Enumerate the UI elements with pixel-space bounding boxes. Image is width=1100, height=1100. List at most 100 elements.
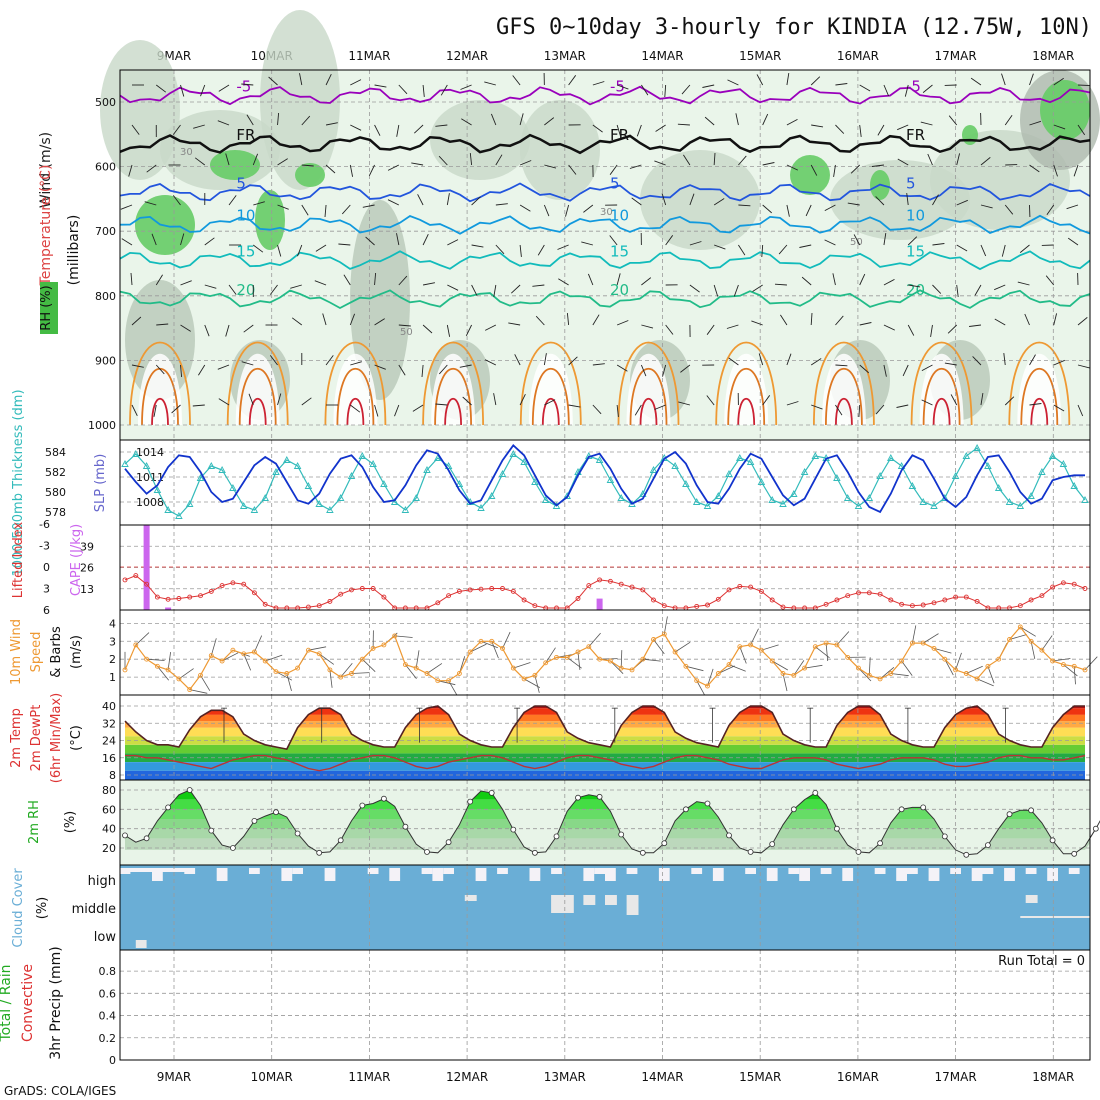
wind-speed-marker [607,658,613,664]
wind-barb [897,158,909,166]
cloud-high-gap [820,868,832,874]
wind-barb [253,201,265,206]
wind-barb [927,153,933,166]
lifted-index-marker [305,604,311,610]
tick-label: 582 [45,466,66,479]
wind-barb [728,664,746,672]
wind-barb [491,641,499,659]
wind-barb [325,355,334,366]
wind-barb [153,404,157,417]
wind-barb [1001,73,1006,86]
wind-barb [859,322,872,326]
wind-barb [718,665,735,674]
wind-speed-marker [909,640,915,646]
isotherm-25 [1008,341,1071,426]
rh-marker [165,804,172,811]
wind-barb [544,399,556,406]
wind-speed-marker [866,672,872,678]
thickness-marker [132,450,140,457]
tick-label: 0 [109,1054,116,1067]
thickness-marker [434,454,442,461]
rh-contour-label: 50 [400,327,413,338]
cloud-high-gap [1047,868,1058,881]
cloud-high-gap [292,868,303,874]
cloud-high-gap [971,868,983,881]
rh-band [125,809,1090,819]
chart-title: GFS 0~10day 3-hourly for KINDIA (12.75W,… [496,15,1092,40]
lifted-index-marker [144,581,150,587]
wind-barb [519,204,531,212]
wind-barb [446,193,450,206]
isotherm-25 [226,341,289,426]
wind-barb [157,666,170,681]
wind-barb [225,153,230,166]
wind-barb [609,164,618,175]
wind-barb [350,79,362,86]
wind-barb [545,647,556,664]
wind-speed-marker [985,663,991,669]
cloud-high-gap [712,868,724,881]
wind-barb [1053,124,1066,130]
wind-barb [413,124,424,134]
wind-barb [144,201,157,206]
ylabel-rh: RH (%) [39,285,54,330]
isotherm-35 [346,397,365,426]
wind-barb [396,124,400,137]
wind-speed-marker [187,687,193,693]
wind-barb [987,666,995,684]
wind-barb [799,244,812,248]
wind-barb [906,193,909,206]
wind-barb [329,669,333,688]
rh-marker [488,790,495,796]
wind-barb [1045,275,1055,286]
lifted-index-marker [456,588,462,594]
cloud-high-gap [421,868,433,874]
thickness-marker [153,486,162,493]
wind-barb [588,632,601,647]
wind-barb [484,324,497,331]
lifted-index-marker [1017,603,1023,609]
wind-speed-marker [1071,663,1077,669]
wind-barb [901,660,913,676]
wind-speed-marker [899,658,905,664]
isotherm-25 [617,341,680,426]
wind-barb [448,680,458,697]
wind-barb [653,639,665,655]
wind-barb [495,244,505,255]
wind-barb [883,324,895,331]
slp-line [124,443,1085,514]
wind-barb [634,404,642,416]
rh-shading [350,200,410,400]
wind-barb [859,124,862,137]
wind-speed-marker [478,638,484,644]
wind-barb [974,284,982,296]
wind-barb [200,84,206,97]
wind-barb [780,314,788,326]
wind-barb [980,244,987,257]
wind-speed-marker [359,656,365,662]
wind-barb [883,84,890,97]
wind-barb [713,284,719,297]
lifted-index-marker [338,591,344,597]
isotherm-35 [835,397,853,426]
isotherm-35 [248,397,267,426]
wind-barb [642,658,661,662]
cloud-high-gap [583,868,595,881]
wind-barb [265,654,283,662]
wind-speed-marker [284,671,290,676]
wind-barb [1067,237,1079,246]
wind-barb [217,120,230,126]
top-date-label: 11MAR [348,49,390,63]
isotherm-line [119,214,1091,235]
wind-barb [1077,84,1091,87]
cloud-high-gap [874,868,886,874]
wind-barb [835,315,844,326]
lifted-index-marker [963,594,969,600]
wind-barb [438,155,448,166]
wind-barb [351,672,370,674]
rh-marker [639,849,646,856]
wind-barb [435,124,448,127]
wind-barb [858,404,861,418]
wind-barb [422,282,435,286]
tick-label: 4 [109,617,116,630]
